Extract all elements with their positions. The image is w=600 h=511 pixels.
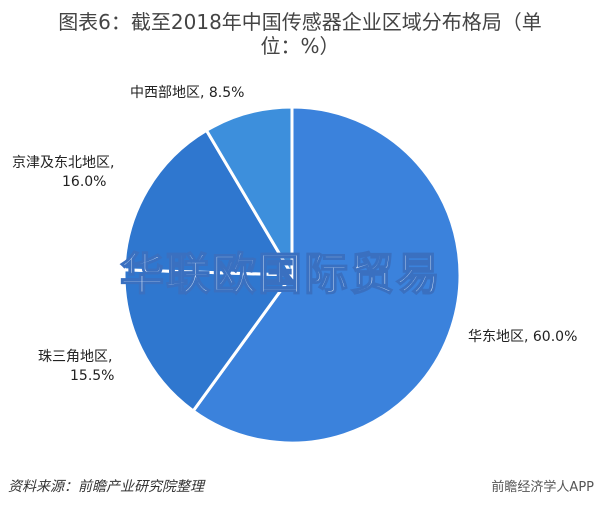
- brand-watermark: 前瞻经济学人APP: [491, 480, 594, 495]
- pie-slice-3: [204, 105, 294, 281]
- pie-slice-2: [122, 128, 295, 277]
- label-jingjin-value: 16.0%: [62, 174, 107, 190]
- label-zhongxibu: 中西部地区, 8.5%: [130, 85, 245, 101]
- label-zhusanjiao: 珠三角地区, 15.5%: [38, 348, 114, 386]
- pie-slice-0: [191, 105, 462, 445]
- label-jingjin: 京津及东北地区, 16.0%: [12, 154, 114, 192]
- label-zhusanjiao-name: 珠三角地区,: [38, 349, 113, 365]
- title-line-1: 图表6：截至2018年中国传感器企业区域分布格局（单: [58, 10, 542, 34]
- chart-title: 图表6：截至2018年中国传感器企业区域分布格局（单 位：%）: [0, 10, 600, 58]
- title-line-2: 位：%）: [260, 34, 340, 58]
- watermark: 华联欧国际贸易: [119, 248, 442, 301]
- label-zhusanjiao-value: 15.5%: [70, 368, 115, 384]
- label-jingjin-name: 京津及东北地区,: [12, 155, 115, 171]
- pie-slice-1: [122, 268, 295, 414]
- source-note: 资料来源：前瞻产业研究院整理: [8, 479, 204, 495]
- label-huadong: 华东地区, 60.0%: [468, 329, 578, 345]
